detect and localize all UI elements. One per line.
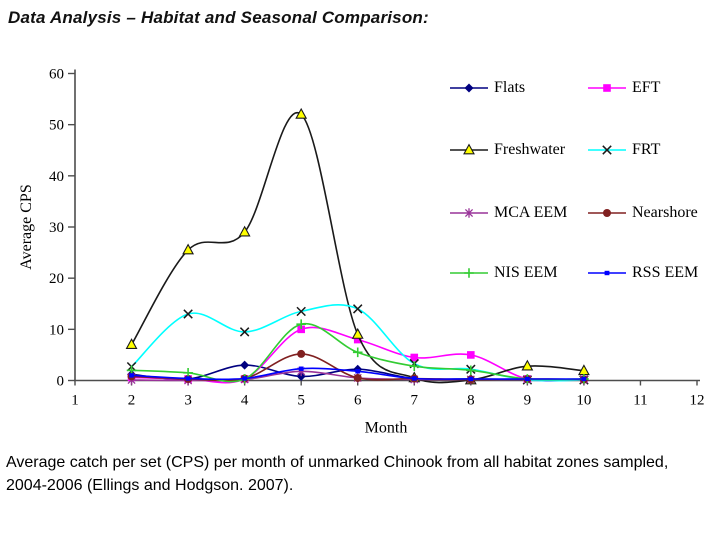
legend-item-flats: Flats (450, 79, 525, 97)
dot-marker (581, 376, 587, 382)
y-tick-label: 10 (49, 322, 64, 338)
dot-marker (604, 270, 610, 276)
legend-item-eft: EFT (588, 79, 660, 97)
dot-marker (185, 376, 191, 381)
legend-swatch (588, 209, 626, 217)
legend-swatch (450, 83, 488, 93)
legend-label: FRT (632, 141, 661, 158)
plus-marker (464, 268, 474, 278)
triangle-marker (351, 327, 364, 339)
square-marker (603, 84, 611, 92)
legend-swatch (588, 84, 626, 92)
series-line (130, 111, 585, 384)
dot-marker (468, 376, 474, 382)
dot-marker (298, 366, 304, 371)
legend-label: EFT (632, 79, 661, 96)
x-tick-label: 1 (71, 393, 79, 409)
legend-swatch (588, 270, 626, 276)
square-marker (353, 335, 362, 344)
legend-swatch (588, 145, 626, 155)
x-tick-label: 7 (411, 393, 419, 409)
legend-swatch (450, 268, 488, 278)
triangle-marker (463, 143, 475, 155)
y-tick-label: 20 (49, 271, 64, 287)
dot-marker (524, 376, 530, 382)
circle-marker (603, 209, 611, 217)
dot-marker (411, 376, 417, 381)
x-tick-label: 6 (354, 393, 362, 409)
x-tick-label: 5 (297, 393, 305, 409)
x-marker (239, 327, 250, 337)
triangle-marker (238, 225, 251, 237)
legend-label: RSS EEM (632, 264, 699, 281)
triangle-marker (125, 338, 138, 350)
square-marker (410, 353, 419, 362)
plus-marker (183, 368, 193, 378)
triangle-marker (182, 243, 195, 255)
triangle-marker (521, 359, 534, 371)
x-marker (296, 306, 306, 317)
triangle-marker (295, 107, 308, 119)
x-axis-title: Month (365, 420, 408, 437)
x-marker (602, 145, 612, 155)
figure-caption: Average catch per set (CPS) per month of… (6, 451, 718, 497)
dot-marker (129, 373, 134, 378)
x-tick-label: 3 (184, 393, 192, 409)
x-tick-label: 9 (524, 393, 532, 409)
x-tick-label: 12 (690, 393, 705, 409)
legend-label: Freshwater (494, 141, 566, 158)
plus-marker (409, 361, 420, 371)
x-marker (183, 309, 193, 319)
legend-item-nis-eem: NIS EEM (450, 264, 558, 282)
x-tick-label: 2 (128, 393, 136, 409)
plus-marker (352, 347, 363, 358)
legend-label: Flats (494, 79, 526, 96)
series-line (130, 322, 585, 383)
x-tick-label: 10 (576, 393, 591, 409)
caption-line-2: 2004-2006 (Ellings and Hodgson. 2007). (6, 477, 294, 494)
legend-item-mca-eem: MCA EEM (450, 204, 567, 222)
square-marker (297, 325, 305, 334)
y-tick-label: 0 (57, 374, 65, 390)
x-marker (352, 304, 363, 314)
diamond-marker (240, 360, 250, 370)
circle-marker (297, 349, 306, 358)
legend-label: Nearshore (632, 204, 698, 221)
page-title: Data Analysis – Habitat and Seasonal Com… (8, 8, 429, 27)
y-axis-title: Average CPS (18, 184, 35, 269)
square-marker (467, 351, 475, 359)
asterisk-marker (464, 208, 474, 218)
diamond-marker (464, 83, 474, 93)
x-tick-label: 8 (467, 393, 475, 409)
circle-marker (353, 373, 362, 382)
y-tick-label: 30 (49, 220, 64, 236)
x-tick-label: 4 (241, 393, 249, 409)
dot-marker (355, 369, 361, 374)
legend-swatch (450, 143, 488, 155)
dot-marker (242, 376, 248, 381)
caption-line-1: Average catch per set (CPS) per month of… (6, 454, 669, 471)
legend-item-nearshore: Nearshore (588, 204, 698, 222)
legend-label: MCA EEM (494, 204, 568, 221)
legend-label: NIS EEM (494, 264, 558, 281)
y-tick-label: 60 (49, 67, 64, 83)
y-tick-label: 40 (49, 169, 64, 185)
legend-item-freshwater: Freshwater (450, 141, 565, 159)
plus-marker (296, 319, 306, 330)
legend-swatch (450, 208, 488, 218)
series-rss-eem (129, 366, 587, 382)
legend-item-rss-eem: RSS EEM (588, 264, 698, 282)
y-tick-label: 50 (49, 118, 64, 134)
legend-item-frt: FRT (588, 141, 660, 159)
plus-marker (466, 365, 476, 376)
x-tick-label: 11 (633, 393, 647, 409)
